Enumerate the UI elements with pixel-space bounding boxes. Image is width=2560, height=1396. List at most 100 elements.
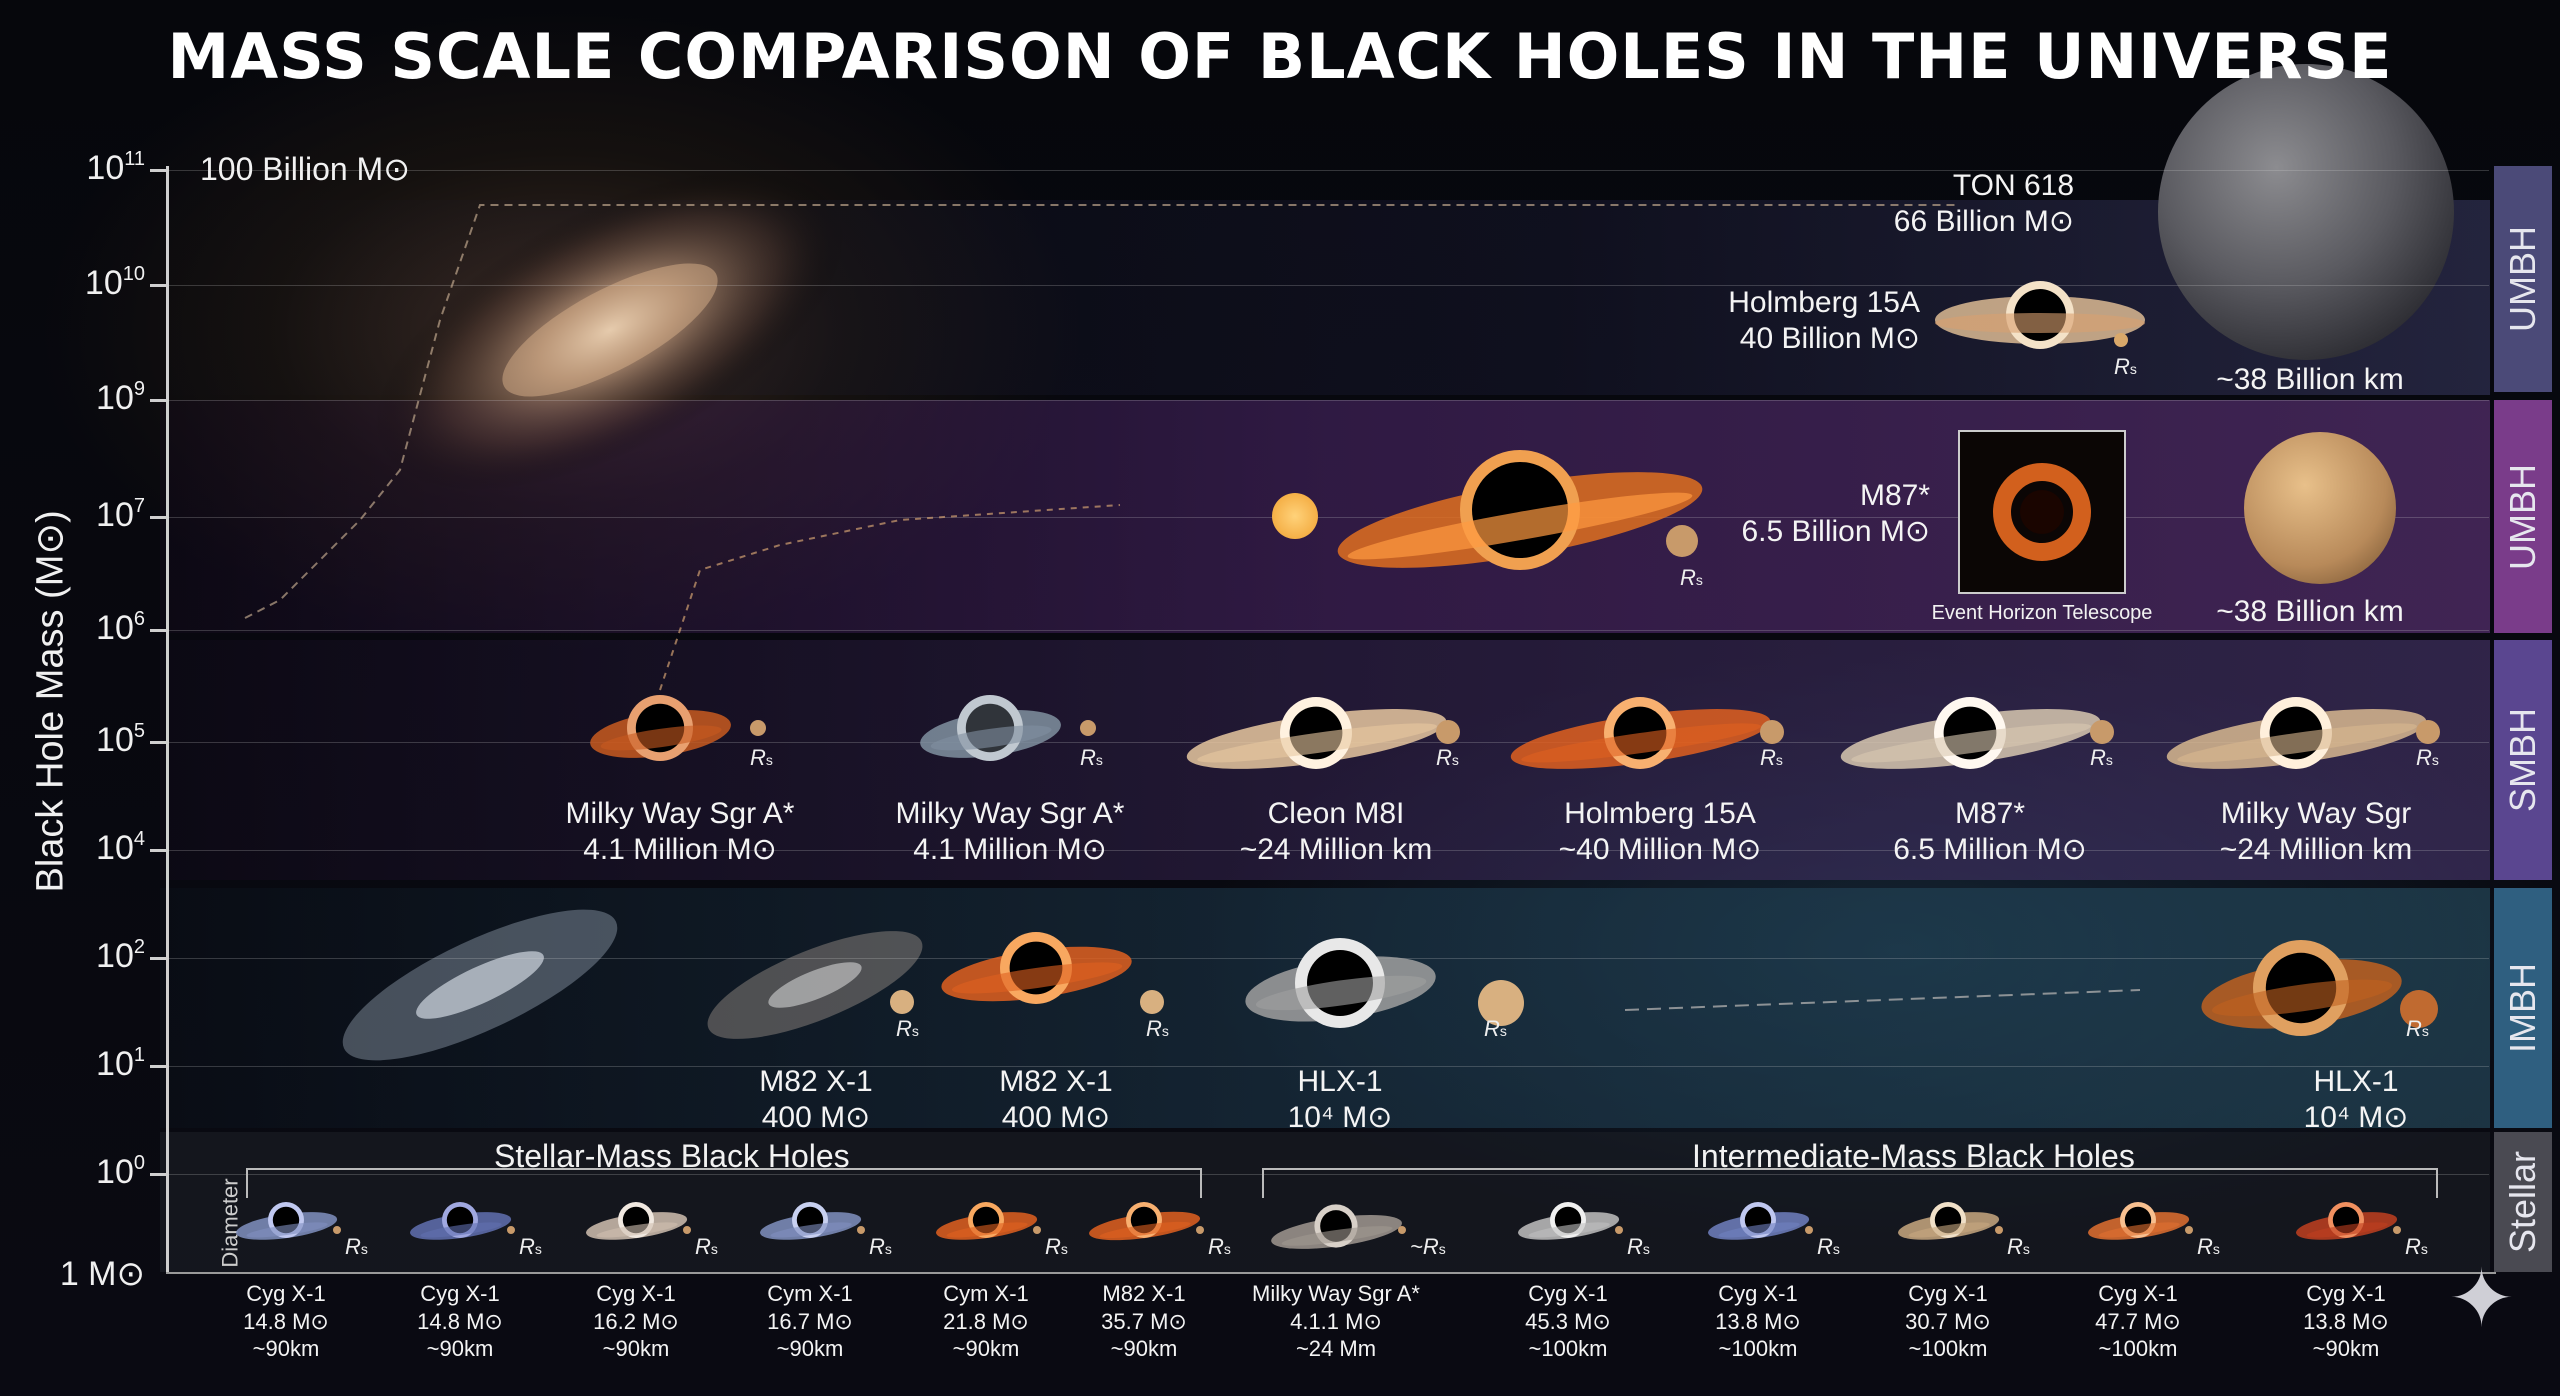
- smbh-black-hole-5: [1840, 697, 2101, 769]
- smbh-black-hole-6: [2166, 697, 2427, 769]
- stellar-label-4: Cym X-1 16.7 M⊙ ~90km: [767, 1281, 853, 1361]
- y-tick-label: 1010: [84, 263, 145, 302]
- holmberg15a-top-label: Holmberg 15A 40 Billion M⊙: [1728, 286, 1920, 355]
- rs-sphere-smbh-1: [750, 720, 766, 736]
- stellar-label-6: M82 X-1 35.7 M⊙ ~90km: [1101, 1281, 1187, 1361]
- category-tab-imbh: IMBH: [2494, 888, 2552, 1128]
- y-tick: [150, 849, 168, 852]
- y-tick-label: 109: [96, 378, 145, 417]
- grid-line: [169, 1066, 2489, 1067]
- rs-label-m87: Rs: [1680, 565, 1703, 590]
- smbh-label-3: Cleon M8I ~24 Million km: [1239, 797, 1433, 866]
- baseline: [166, 1272, 2496, 1274]
- smbh-black-hole-3: [1186, 697, 1447, 769]
- category-tab-umbh-2: UMBH: [2494, 400, 2552, 633]
- rs-sphere-top: [2114, 333, 2128, 347]
- rs-sphere-smbh-5: [2090, 720, 2114, 744]
- rs-label-stellar-5: Rs: [1045, 1234, 1068, 1259]
- rs-label-stellar-12: Rs: [2405, 1234, 2428, 1259]
- moon-caption: ~38 Billion km: [2216, 363, 2404, 396]
- smbh-label-2: Milky Way Sgr A* 4.1 Million M⊙: [895, 797, 1125, 866]
- rs-sphere-smbh-2: [1080, 720, 1096, 736]
- smbh-black-hole-2: [920, 695, 1061, 761]
- rs-label-stellar-4: Rs: [869, 1234, 892, 1259]
- rs-sphere-imbh-1: [890, 990, 914, 1014]
- rs-label-stellar-9: Rs: [1817, 1234, 1840, 1259]
- imbh-label-2: M82 X-1 400 M⊙: [999, 1065, 1113, 1134]
- rs-label-smbh-4: Rs: [1760, 745, 1783, 770]
- rs-label-stellar-6: Rs: [1208, 1234, 1231, 1259]
- stellar-label-10: Cyg X-1 30.7 M⊙ ~100km: [1905, 1281, 1991, 1361]
- y-tick-label: 105: [96, 720, 145, 759]
- y-tick: [150, 1173, 168, 1176]
- imbh-black-hole-4: [2201, 940, 2402, 1036]
- rs-label-smbh-3: Rs: [1436, 745, 1459, 770]
- category-tab-stellar: Stellar: [2494, 1132, 2552, 1272]
- rs-sphere-stellar-2: [507, 1226, 515, 1234]
- grid-line: [169, 400, 2489, 401]
- rs-label-smbh-5: Rs: [2090, 745, 2113, 770]
- moon-sphere: [2158, 64, 2454, 360]
- imbh-label-3: HLX-1 10⁴ M⊙: [1287, 1065, 1393, 1134]
- imbh-black-hole-3: [1245, 938, 1436, 1028]
- rs-label-smbh-2: Rs: [1080, 745, 1103, 770]
- rs-sphere-imbh-3: [1478, 980, 1524, 1026]
- smbh-black-hole-4: [1510, 697, 1771, 769]
- grid-line: [169, 170, 2489, 171]
- rs-label-imbh-4: Rs: [2406, 1016, 2429, 1041]
- black-hole-holmberg15a-top: [1935, 281, 2145, 349]
- y-tick-label: 104: [96, 828, 145, 867]
- stellar-black-hole-2: [410, 1202, 512, 1240]
- eht-image: [1958, 430, 2126, 594]
- rs-label-stellar-7: ~Rs: [1410, 1234, 1446, 1259]
- rs-label-imbh-2: Rs: [1146, 1016, 1169, 1041]
- rs-sphere-smbh-6: [2416, 720, 2440, 744]
- grid-line: [169, 850, 2489, 851]
- smbh-label-5: M87* 6.5 Million M⊙: [1893, 797, 2087, 866]
- rs-label-stellar-1: Rs: [345, 1234, 368, 1259]
- stellar-label-8: Cyg X-1 45.3 M⊙ ~100km: [1525, 1281, 1611, 1361]
- rs-sphere-stellar-1: [333, 1226, 341, 1234]
- stellar-black-hole-5: [936, 1202, 1038, 1240]
- y-tick: [150, 629, 168, 632]
- rs-sphere-stellar-7: [1398, 1226, 1406, 1234]
- imbh-black-hole-2: [941, 932, 1132, 1004]
- rs-label-smbh-1: Rs: [750, 745, 773, 770]
- rs-label-stellar-2: Rs: [519, 1234, 542, 1259]
- stellar-label-3: Cyg X-1 16.2 M⊙ ~90km: [593, 1281, 679, 1361]
- large-sphere: [2244, 432, 2396, 584]
- stellar-black-hole-3: [586, 1202, 688, 1240]
- category-tab-smbh: SMBH: [2494, 640, 2552, 880]
- y-tick: [150, 1065, 168, 1068]
- y-tick: [150, 284, 168, 287]
- stellar-black-hole-8: [1518, 1202, 1620, 1240]
- y-axis-line: [166, 166, 169, 1274]
- stellar-label-7: Milky Way Sgr A* 4.1.1 M⊙ ~24 Mm: [1252, 1281, 1420, 1361]
- y-tick: [150, 741, 168, 744]
- y-tick-label: 107: [96, 495, 145, 534]
- rs-sphere-stellar-5: [1033, 1226, 1041, 1234]
- intermediate-group-bracket: [1262, 1168, 2438, 1198]
- stellar-black-hole-7: [1271, 1204, 1402, 1249]
- rs-sphere-stellar-4: [857, 1226, 865, 1234]
- y-axis-bottom-label: 1 M⊙: [59, 1255, 145, 1293]
- rs-label-stellar-8: Rs: [1627, 1234, 1650, 1259]
- grid-line: [169, 630, 2489, 631]
- stellar-label-2: Cyg X-1 14.8 M⊙ ~90km: [417, 1281, 503, 1361]
- rs-sphere-stellar-6: [1196, 1226, 1204, 1234]
- rs-sphere-stellar-3: [683, 1226, 691, 1234]
- stellar-group-bracket: [246, 1168, 1202, 1198]
- stellar-label-9: Cyg X-1 13.8 M⊙ ~100km: [1715, 1281, 1801, 1361]
- stellar-label-1: Cyg X-1 14.8 M⊙ ~90km: [243, 1281, 329, 1361]
- y-tick: [150, 957, 168, 960]
- rs-sphere-stellar-9: [1805, 1226, 1813, 1234]
- smbh-label-1: Milky Way Sgr A* 4.1 Million M⊙: [565, 797, 795, 866]
- rs-sphere-m87: [1666, 525, 1698, 557]
- galaxy-image-imbh: [342, 909, 618, 1061]
- y-tick-label: 1011: [86, 148, 145, 187]
- rs-label-stellar-10: Rs: [2007, 1234, 2030, 1259]
- m87-label: M87* 6.5 Billion M⊙: [1741, 479, 1930, 548]
- smbh-label-6: Milky Way Sgr ~24 Million km: [2219, 797, 2413, 866]
- rs-label-smbh-6: Rs: [2416, 745, 2439, 770]
